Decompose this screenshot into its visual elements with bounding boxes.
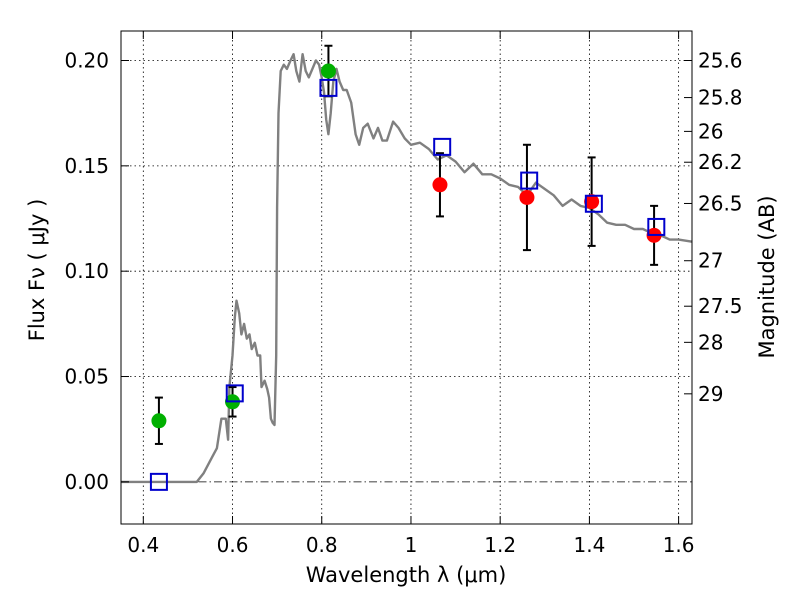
y2-axis-title: Magnitude (AB) xyxy=(755,195,779,358)
y-axis-title: Flux Fν ( μJy ) xyxy=(25,199,49,342)
model-photometry-square xyxy=(520,171,539,190)
x-tick-label: 1 xyxy=(405,533,418,557)
plot-series xyxy=(121,44,693,491)
y2-tick-label: 29 xyxy=(698,382,723,406)
data-point xyxy=(151,413,167,429)
x-tick-label: 0.6 xyxy=(217,533,249,557)
axis-ticks: 0.4 0.6 0.8 1 1.2 1.4 1.6 0.00 0.05 0.10 0.15 0.20 2… xyxy=(64,31,743,557)
y2-tick-label: 28 xyxy=(698,330,723,354)
x-axis-title: Wavelength λ (μm) xyxy=(306,563,507,587)
y-tick-label: 0.00 xyxy=(64,470,109,494)
y2-tick-label: 25.8 xyxy=(698,86,743,110)
model-photometry-square xyxy=(149,472,168,491)
data-point xyxy=(584,194,600,210)
grid xyxy=(121,31,692,524)
y2-tick-label: 26 xyxy=(698,119,723,143)
y-tick-label: 0.15 xyxy=(64,154,109,178)
model-photometry-square xyxy=(433,137,452,156)
y2-tick-label: 25.6 xyxy=(698,48,743,72)
data-point xyxy=(432,177,448,193)
y2-tick-label: 27 xyxy=(698,249,723,273)
y-tick-label: 0.10 xyxy=(64,259,109,283)
x-tick-label: 0.8 xyxy=(306,533,338,557)
x-tick-label: 0.4 xyxy=(127,533,159,557)
y-tick-label: 0.05 xyxy=(64,365,109,389)
plot-frame xyxy=(120,30,693,525)
x-tick-label: 1.4 xyxy=(573,533,605,557)
y2-tick-label: 26.5 xyxy=(698,191,743,215)
x-tick-label: 1.6 xyxy=(663,533,695,557)
model-spectrum-line xyxy=(121,53,693,484)
model-photometry-square xyxy=(647,217,666,236)
y-tick-label: 0.20 xyxy=(64,48,109,72)
data-point xyxy=(320,63,336,79)
model-photometry-square xyxy=(584,194,603,213)
x-tick-label: 1.2 xyxy=(484,533,516,557)
y2-tick-label: 26.2 xyxy=(698,150,743,174)
model-photometry-square xyxy=(225,384,244,403)
y2-tick-label: 27.5 xyxy=(698,294,743,318)
model-photometry-square xyxy=(319,78,338,97)
data-point xyxy=(519,189,535,205)
